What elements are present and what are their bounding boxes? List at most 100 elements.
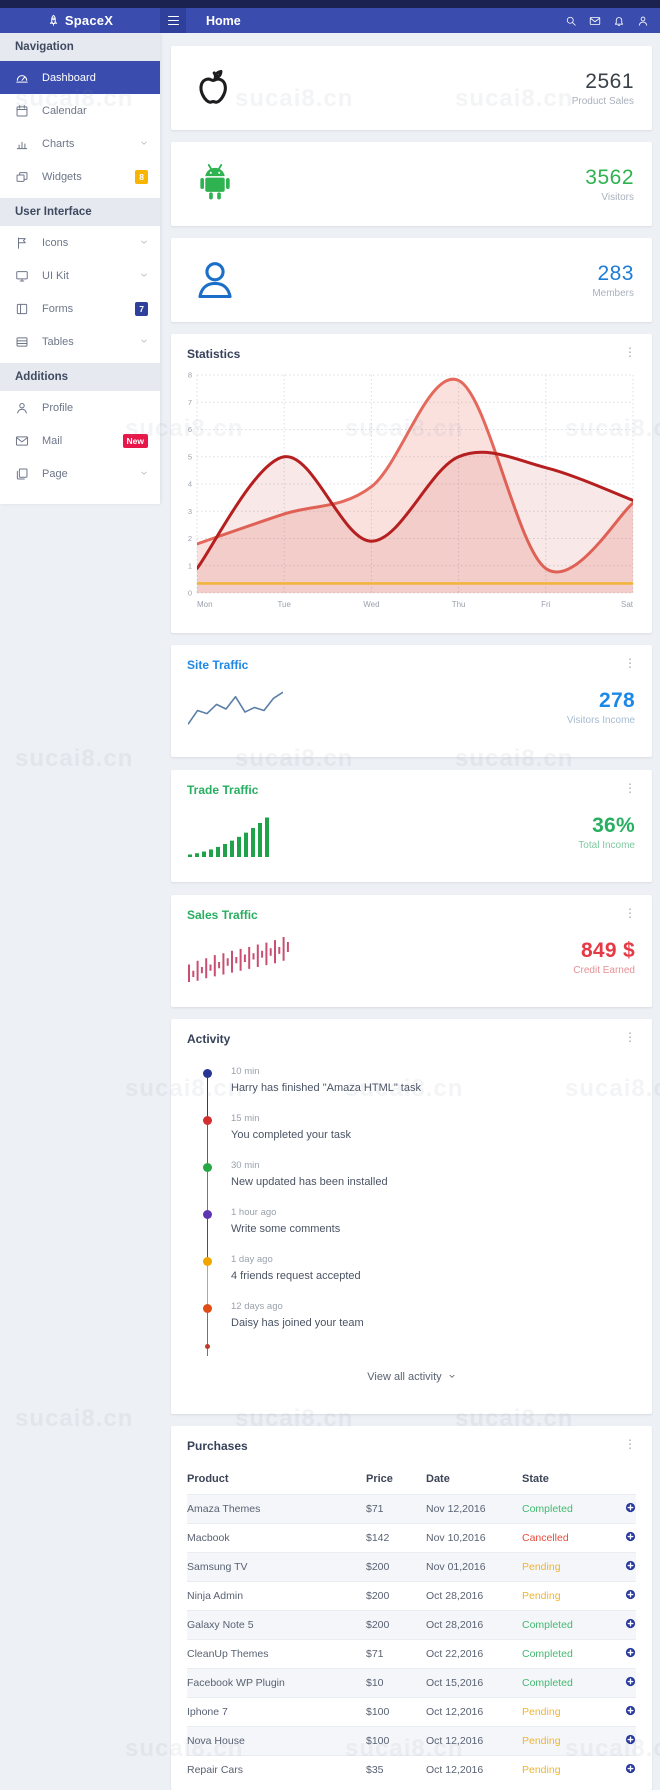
date-cell: Oct 12,2016: [426, 1726, 522, 1756]
price-cell: $100: [366, 1726, 426, 1756]
sidebar-item-mail[interactable]: Mail New: [0, 424, 160, 457]
product-cell: Ninja Admin: [187, 1581, 366, 1611]
stat-value: 283: [597, 261, 634, 285]
brand-logo[interactable]: SpaceX: [0, 8, 160, 33]
row-action: [614, 1552, 636, 1582]
activity-text: Harry has finished "Amaza HTML" task: [231, 1081, 421, 1094]
product-cell: Macbook: [187, 1523, 366, 1553]
sidebar-item-icons[interactable]: Icons: [0, 226, 160, 259]
top-strip: [0, 0, 660, 8]
activity-text: Daisy has joined your team: [231, 1316, 364, 1329]
plus-circle-icon[interactable]: [625, 1618, 636, 1632]
sidebar-item-page[interactable]: Page: [0, 457, 160, 490]
sales-traffic-card: Sales Traffic ⋮ 849 $ Credit Earned: [171, 894, 652, 1007]
statistics-chart: 0 1 2 3 4 5 6 7 8 Mon Tue Wed Thu Fri Sat: [188, 371, 634, 610]
site-traffic-card: Site Traffic ⋮ 278 Visitors Income: [171, 644, 652, 757]
stat-summary: 2561 Product Sales: [572, 70, 634, 107]
timeline-rail: [206, 1073, 209, 1121]
sidebar-item-tables[interactable]: Tables: [0, 325, 160, 358]
site-traffic-title: Site Traffic: [187, 657, 249, 672]
stat-label: Visitors: [601, 191, 634, 203]
sidebar-section-additions: Additions: [0, 363, 160, 391]
state-cell: Completed: [522, 1610, 614, 1640]
purchases-table: Product Price Date State Amaza Themes $71 Nov…: [187, 1467, 636, 1784]
sidebar-item-calendar[interactable]: Calendar: [0, 94, 160, 127]
table-row: Nova House $100 Oct 12,2016 Pending: [187, 1726, 636, 1756]
state-cell: Pending: [522, 1726, 614, 1756]
svg-text:Fri: Fri: [541, 600, 551, 609]
sidebar-section-user-interface: User Interface: [0, 198, 160, 226]
date-cell: Oct 28,2016: [426, 1581, 522, 1611]
column-header-price: Price: [366, 1473, 393, 1485]
stat-value: 2561: [585, 69, 634, 93]
search-icon[interactable]: [562, 12, 579, 29]
mini-label: Total Income: [578, 839, 635, 851]
chevron-down-icon: [140, 468, 148, 480]
sidebar-item-label: Icons: [42, 236, 69, 249]
date-cell: Oct 12,2016: [426, 1755, 522, 1784]
price-cell: $200: [366, 1552, 426, 1582]
price-cell: $71: [366, 1639, 426, 1669]
sidebar-item-charts[interactable]: Charts: [0, 127, 160, 160]
stat-label: Product Sales: [571, 95, 634, 107]
kebab-menu-icon[interactable]: ⋮: [624, 1029, 636, 1044]
sidebar-item-profile[interactable]: Profile: [0, 391, 160, 424]
table-row: Samsung TV $200 Nov 01,2016 Pending: [187, 1552, 636, 1582]
plus-circle-icon[interactable]: [625, 1647, 636, 1661]
card-head: Trade Traffic ⋮: [171, 770, 652, 797]
plus-circle-icon[interactable]: [625, 1560, 636, 1574]
mini-value: 849 $: [580, 938, 635, 962]
tables-icon: [15, 335, 29, 349]
stat-value: 3562: [585, 165, 634, 189]
table-row: Ninja Admin $200 Oct 28,2016 Pending: [187, 1581, 636, 1611]
site-traffic-spark: [187, 686, 284, 737]
column-header-action: [614, 1467, 636, 1495]
kebab-menu-icon[interactable]: ⋮: [624, 780, 636, 795]
activity-text: New updated has been installed: [231, 1175, 388, 1188]
chevron-down-icon: [140, 138, 148, 150]
view-all-activity-link[interactable]: View all activity: [171, 1371, 652, 1383]
activity-title: Activity: [187, 1031, 231, 1046]
page-icon: [15, 467, 29, 481]
sidebar-item-ui-kit[interactable]: UI Kit: [0, 259, 160, 292]
sidebar-badge: 8: [135, 169, 148, 184]
state-cell: Completed: [522, 1668, 614, 1698]
plus-circle-icon[interactable]: [625, 1734, 636, 1748]
monitor-icon: [15, 269, 29, 283]
price-cell: $142: [366, 1523, 426, 1553]
plus-circle-icon[interactable]: [625, 1502, 636, 1516]
column-header-product: Product: [187, 1473, 229, 1485]
svg-text:Tue: Tue: [277, 600, 291, 609]
stat-summary: 283 Members: [592, 262, 634, 299]
plus-circle-icon[interactable]: [625, 1763, 636, 1777]
user-icon[interactable]: [634, 12, 651, 29]
kebab-menu-icon[interactable]: ⋮: [624, 345, 636, 359]
plus-circle-icon[interactable]: [625, 1531, 636, 1545]
sales-traffic-title: Sales Traffic: [187, 907, 258, 922]
timeline-rail: [206, 1120, 209, 1168]
kebab-menu-icon[interactable]: ⋮: [624, 905, 636, 920]
activity-time: 30 min: [231, 1159, 260, 1171]
sidebar-item-widgets[interactable]: Widgets 8: [0, 160, 160, 193]
plus-circle-icon[interactable]: [625, 1589, 636, 1603]
svg-text:2: 2: [188, 534, 192, 543]
hamburger-menu-button[interactable]: [160, 8, 186, 33]
statistics-card: Statistics ⋮ 0 1 2 3 4 5 6 7 8 Mon Tue Wed Thu Fri Sat: [171, 334, 652, 633]
timeline-rail: [206, 1167, 209, 1215]
kebab-menu-icon[interactable]: ⋮: [624, 1437, 636, 1451]
sidebar-badge: New: [122, 433, 148, 448]
plus-circle-icon[interactable]: [625, 1705, 636, 1719]
activity-card: Activity ⋮ 10 min Harry has finished "Ama…: [171, 1018, 652, 1414]
watermark-text: sucai8.cn: [15, 745, 134, 772]
plus-circle-icon[interactable]: [625, 1676, 636, 1690]
sidebar-item-label: Page: [42, 467, 68, 480]
sidebar-item-dashboard[interactable]: Dashboard: [0, 61, 160, 94]
date-cell: Nov 01,2016: [426, 1552, 522, 1582]
kebab-menu-icon[interactable]: ⋮: [624, 655, 636, 670]
svg-text:3: 3: [188, 507, 192, 516]
mail-icon[interactable]: [586, 12, 603, 29]
sidebar-item-forms[interactable]: Forms 7: [0, 292, 160, 325]
chevron-down-icon: [140, 237, 148, 249]
timeline-rail: [206, 1308, 209, 1356]
bell-icon[interactable]: [610, 12, 627, 29]
